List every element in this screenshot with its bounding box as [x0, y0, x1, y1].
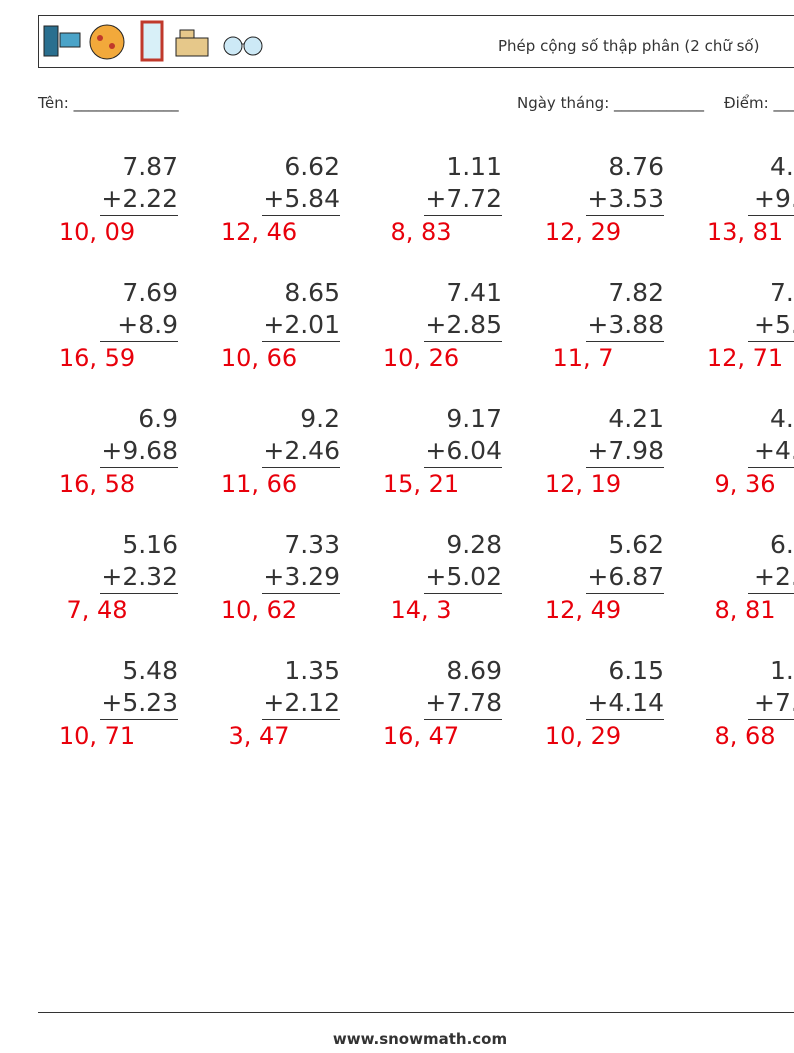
operand: +2.32 — [101, 562, 178, 591]
operand: +9. — [754, 184, 794, 213]
answer: 10, 62 — [221, 596, 297, 624]
answer: 3, 47 — [228, 722, 289, 750]
operand: 5.48 — [122, 656, 178, 685]
operand: 6.62 — [284, 152, 340, 181]
answer: 8, 81 — [714, 596, 775, 624]
operand: +3.53 — [587, 184, 664, 213]
operand: 7.33 — [284, 530, 340, 559]
operand: 5.62 — [608, 530, 664, 559]
answer: 16, 47 — [383, 722, 459, 750]
operand: 8.69 — [446, 656, 502, 685]
score-field: Điểm: ___ — [724, 94, 794, 113]
problems: 7.87 +2.22 10, 09 6.62 +5.84 12, 46 1.11 +7.72 8… — [59, 152, 794, 750]
answer: 12, 49 — [545, 596, 621, 624]
operand: +4.14 — [587, 688, 664, 717]
operand: +2.46 — [263, 436, 340, 465]
operand: +2.01 — [263, 310, 340, 339]
operand: 8.65 — [284, 278, 340, 307]
answer: 16, 59 — [59, 344, 135, 372]
footer-url: www.snowmath.com — [333, 1030, 507, 1048]
operand: 7.69 — [122, 278, 178, 307]
answer: 10, 09 — [59, 218, 135, 246]
operand: +7.4 — [754, 688, 794, 717]
answer: 10, 26 — [383, 344, 459, 372]
operand: +4.8 — [754, 436, 794, 465]
operand: 7. — [770, 278, 794, 307]
operand: 1.2 — [770, 656, 794, 685]
operand: +6.87 — [587, 562, 664, 591]
answer: 9, 36 — [714, 470, 775, 498]
operand: 8.76 — [608, 152, 664, 181]
title: Phép cộng số thập phân (2 chữ số) — [498, 37, 759, 55]
answer: 14, 3 — [390, 596, 451, 624]
operand: +2.5 — [754, 562, 794, 591]
operand: +5.84 — [263, 184, 340, 213]
operand: 7.82 — [608, 278, 664, 307]
operand: 7.41 — [446, 278, 502, 307]
operand: 6.15 — [608, 656, 664, 685]
operand: +8.9 — [117, 310, 178, 339]
operand: 1.35 — [284, 656, 340, 685]
operand: +7.78 — [425, 688, 502, 717]
operand: 4.21 — [608, 404, 664, 433]
operand: +2.22 — [101, 184, 178, 213]
operand: +3.88 — [587, 310, 664, 339]
answer: 11, 7 — [552, 344, 613, 372]
operand: +5. — [754, 310, 794, 339]
header-box — [38, 15, 794, 68]
operand: 7.87 — [122, 152, 178, 181]
operand: +7.98 — [587, 436, 664, 465]
operand: 9.28 — [446, 530, 502, 559]
operand: +2.85 — [425, 310, 502, 339]
operand: 6.9 — [138, 404, 178, 433]
answer: 10, 29 — [545, 722, 621, 750]
operand: +6.04 — [425, 436, 502, 465]
answer: 12, 71 — [707, 344, 783, 372]
answer: 11, 66 — [221, 470, 297, 498]
operand: +7.72 — [425, 184, 502, 213]
operand: 4. — [770, 152, 794, 181]
answer: 12, 29 — [545, 218, 621, 246]
answer: 10, 66 — [221, 344, 297, 372]
operand: 5.16 — [122, 530, 178, 559]
answer: 10, 71 — [59, 722, 135, 750]
operand: +5.23 — [101, 688, 178, 717]
answer: 13, 81 — [707, 218, 783, 246]
operand: +5.02 — [425, 562, 502, 591]
answer: 8, 68 — [714, 722, 775, 750]
date-field: Ngày tháng: ____________ — [517, 94, 705, 113]
name-field: Tên: ______________ — [37, 94, 179, 113]
operand: 4.5 — [770, 404, 794, 433]
operand: 6.3 — [770, 530, 794, 559]
operand: +2.12 — [263, 688, 340, 717]
answer: 12, 46 — [221, 218, 297, 246]
answer: 8, 83 — [390, 218, 451, 246]
header-icons — [43, 20, 263, 62]
answer: 15, 21 — [383, 470, 459, 498]
operand: 1.11 — [446, 152, 502, 181]
answer: 16, 58 — [59, 470, 135, 498]
answer: 12, 19 — [545, 470, 621, 498]
operand: 9.2 — [300, 404, 340, 433]
answer: 7, 48 — [66, 596, 127, 624]
operand: +3.29 — [263, 562, 340, 591]
operand: 9.17 — [446, 404, 502, 433]
operand: +9.68 — [101, 436, 178, 465]
